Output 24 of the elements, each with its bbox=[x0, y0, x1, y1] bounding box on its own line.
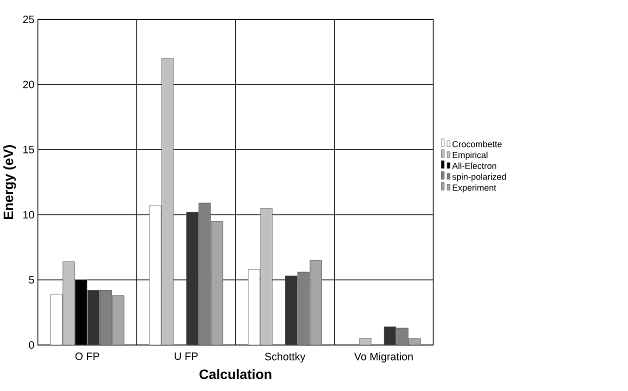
bar bbox=[162, 58, 174, 346]
bar bbox=[62, 262, 75, 346]
y-tick-label: 0 bbox=[28, 341, 34, 349]
x-tick-label: U FP bbox=[174, 352, 198, 360]
y-tick-label: 25 bbox=[23, 16, 34, 24]
bar bbox=[285, 276, 298, 346]
bar bbox=[384, 326, 396, 346]
legend-label: Experiment bbox=[452, 184, 496, 193]
y-tick-label: 5 bbox=[28, 276, 34, 284]
legend-label: All-Electron bbox=[452, 162, 496, 170]
y-tick-label: 20 bbox=[23, 80, 34, 89]
bar bbox=[186, 212, 198, 346]
legend-label: Empirical bbox=[452, 152, 488, 160]
legend-label: spin-polarized bbox=[452, 174, 506, 182]
y-axis-title: Energy (eV) bbox=[3, 145, 16, 220]
x-tick-label: Vo Migration bbox=[354, 352, 413, 363]
bar bbox=[260, 208, 273, 346]
x-tick-label: Schottky bbox=[265, 352, 306, 363]
bar bbox=[87, 290, 100, 346]
x-tick-label: O FP bbox=[75, 352, 100, 360]
legend-label: Crocombette bbox=[452, 141, 502, 148]
y-tick-label: 15 bbox=[23, 146, 34, 154]
x-axis-title: Calculation bbox=[200, 369, 272, 380]
y-tick-label: 10 bbox=[23, 211, 34, 219]
